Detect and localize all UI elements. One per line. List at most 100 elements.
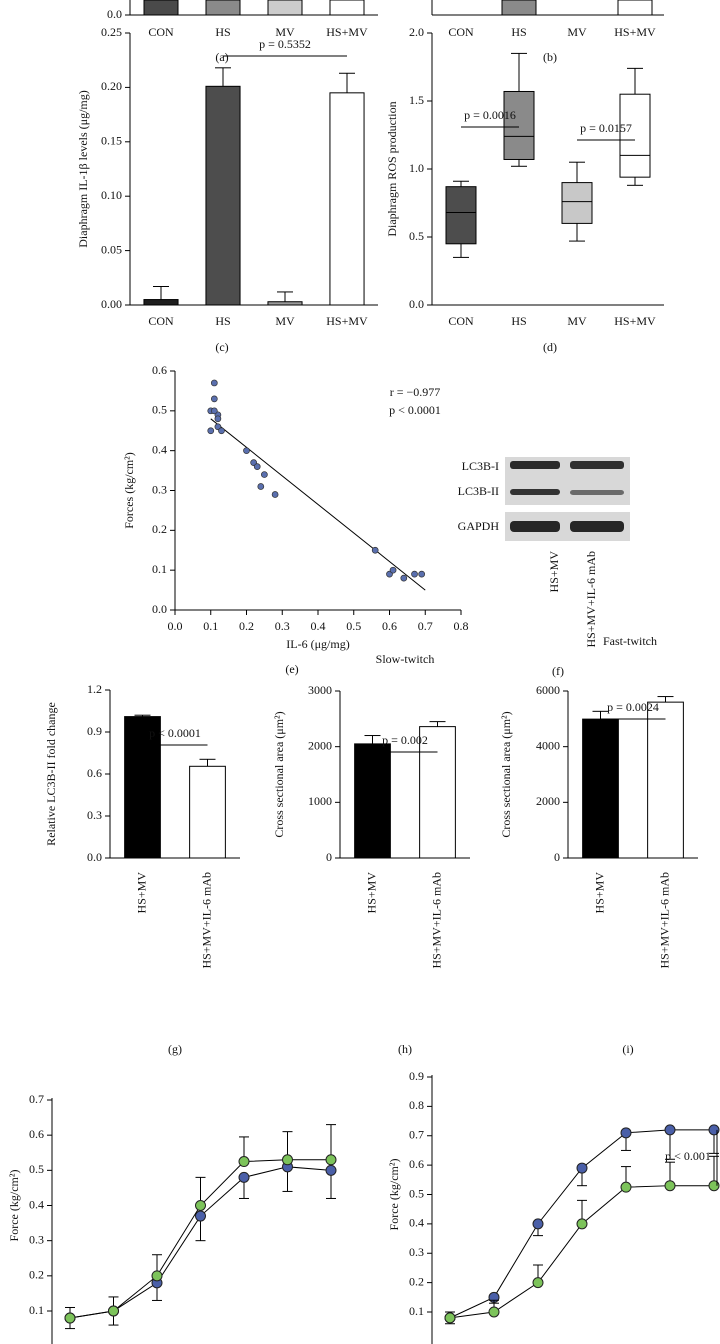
x-tick-label: HS+MV: [592, 872, 606, 914]
y-tick-label: 0.5: [152, 403, 167, 417]
x-tick-label: HS: [511, 314, 526, 328]
point: [214, 415, 222, 423]
y-tick-label: 0.0: [87, 850, 102, 864]
marker: [282, 1154, 293, 1166]
y-tick-label: 0.6: [87, 766, 102, 780]
band: [510, 489, 560, 495]
band-label: GAPDH: [458, 519, 500, 533]
y-tick-label: 0.4: [152, 442, 167, 456]
y-tick-label: 1.2: [87, 682, 102, 696]
x-tick-label: CON: [148, 314, 174, 328]
annotation: r = −0.977: [390, 385, 441, 399]
band: [510, 461, 560, 469]
y-tick-label: 0.20: [101, 79, 122, 93]
x-tick-label: 0.7: [418, 619, 433, 633]
x-tick-label: MV: [275, 314, 295, 328]
y-tick-label: 0.7: [29, 1092, 44, 1106]
point: [371, 546, 379, 554]
y-tick-label: 0.1: [29, 1303, 44, 1317]
y-tick-label: 0.4: [409, 1216, 424, 1230]
point: [257, 483, 265, 490]
lane-label: HS+MV+IL-6 mAb: [584, 551, 598, 648]
x-tick-label: HS+MV+IL-6 mAb: [657, 872, 671, 969]
bar: [189, 765, 226, 859]
marker: [325, 1154, 337, 1166]
y-axis-label: Relative LC3B-II fold change: [44, 702, 58, 846]
y-tick-label: 0.0: [409, 297, 424, 311]
x-tick-label: HS+MV: [614, 25, 656, 39]
panel-label: (h): [398, 1042, 412, 1056]
annotation: p < 0.001: [665, 1149, 711, 1163]
x-tick-label: HS+MV: [614, 314, 656, 328]
point: [210, 395, 218, 403]
y-tick-label: 2000: [308, 738, 332, 752]
x-tick-label: 0.2: [239, 619, 254, 633]
panel-label: (g): [168, 1042, 182, 1056]
y-tick-label: 0.3: [29, 1232, 44, 1246]
marker: [325, 1164, 337, 1176]
x-tick-label: MV: [275, 25, 295, 39]
point: [261, 471, 268, 478]
annotation: p < 0.0001: [389, 403, 441, 417]
y-tick-label: 0.3: [152, 482, 167, 496]
bar: [267, 301, 303, 306]
x-tick-label: CON: [448, 314, 474, 328]
marker: [108, 1305, 119, 1317]
x-tick-label: HS: [215, 25, 230, 39]
marker: [238, 1156, 250, 1168]
y-tick-label: 0.8: [409, 1098, 424, 1112]
bar: [124, 716, 161, 859]
point: [207, 427, 215, 435]
y-tick-label: 0.9: [87, 724, 102, 738]
y-axis-label: Force (kg/cm²): [7, 1170, 21, 1242]
chart-title: Slow-twitch: [376, 652, 435, 666]
x-tick-label: CON: [448, 25, 474, 39]
x-tick-label: HS+MV+IL-6 mAb: [429, 872, 443, 969]
y-tick-label: 2.0: [409, 25, 424, 39]
y-axis-label: Cross sectional area (μm²): [499, 711, 513, 837]
box: [445, 186, 477, 245]
partial-bar: [205, 0, 241, 16]
point: [243, 447, 250, 455]
marker: [532, 1277, 544, 1289]
y-tick-label: 0.15: [101, 134, 122, 148]
marker: [195, 1210, 206, 1222]
p-value: p = 0.0024: [607, 700, 659, 714]
band-label: LC3B-I: [462, 459, 499, 473]
x-tick-label: HS+MV: [326, 314, 368, 328]
y-tick-label: 1000: [308, 794, 332, 808]
y-tick-label: 3000: [308, 683, 332, 697]
x-tick-label: MV: [567, 25, 587, 39]
marker: [64, 1312, 76, 1324]
point: [418, 570, 426, 578]
x-tick-label: 0.5: [346, 619, 361, 633]
y-tick-label: 0.25: [101, 25, 122, 39]
y-tick-label: 1.5: [409, 93, 424, 107]
x-tick-label: HS: [215, 314, 230, 328]
partial-bar: [501, 0, 537, 16]
panel-label: (a): [215, 50, 228, 64]
partial-bar: [143, 0, 179, 16]
y-tick-label: 0.3: [409, 1245, 424, 1259]
panel-label: (c): [215, 340, 228, 354]
y-tick-label: 4000: [536, 738, 560, 752]
point: [389, 566, 397, 574]
marker: [151, 1270, 163, 1282]
x-tick-label: HS+MV: [326, 25, 368, 39]
marker: [195, 1200, 206, 1211]
y-axis-label: Diaphragm IL-1β levels (μg/mg): [76, 90, 90, 248]
bar: [329, 92, 365, 306]
x-tick-label: 0.1: [203, 619, 218, 633]
box: [619, 93, 651, 178]
x-tick-label: HS+MV+IL-6 mAb: [199, 872, 213, 969]
band: [510, 521, 560, 532]
marker: [664, 1180, 676, 1192]
y-tick-label: 0: [326, 850, 332, 864]
marker: [238, 1171, 250, 1183]
bar: [354, 743, 391, 859]
y-tick-label: 0.1: [409, 1304, 424, 1318]
point: [253, 463, 261, 470]
y-tick-label: 0.7: [409, 1128, 424, 1142]
y-axis-label: Forces (kg/cm²): [122, 452, 136, 529]
